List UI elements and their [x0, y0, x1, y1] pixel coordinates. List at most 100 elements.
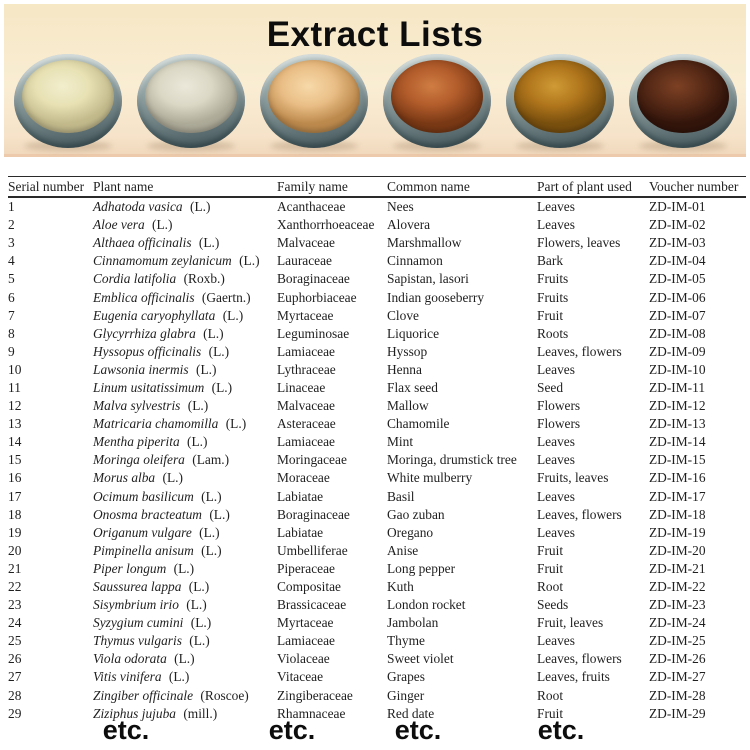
plant-scientific-name: Malva sylvestris — [93, 398, 181, 414]
cell-family-name: Violaceae — [277, 651, 330, 667]
table-row: 13 Matricaria chamomilla (L.) Asteraceae… — [8, 415, 746, 433]
cell-voucher-number: ZD-IM-20 — [649, 542, 706, 558]
cell-voucher-number: ZD-IM-23 — [649, 597, 706, 613]
extract-bowl — [136, 54, 245, 148]
cell-family-name: Labiatae — [277, 524, 324, 540]
cell-plant-name: Zingiber officinale (Roscoe) — [93, 688, 277, 704]
cell-serial-number: 14 — [8, 434, 22, 450]
cell-serial-number: 3 — [8, 235, 15, 251]
header-voucher-number: Voucher number — [649, 178, 739, 194]
plant-authority: (L.) — [201, 488, 222, 504]
table-row: 20 Pimpinella anisum (L.) Umbelliferae A… — [8, 542, 746, 560]
page-title: Extract Lists — [266, 15, 484, 54]
cell-voucher-number: ZD-IM-24 — [649, 615, 706, 631]
plant-authority: (L.) — [189, 633, 210, 649]
cell-serial-number: 24 — [8, 615, 22, 631]
cell-family-name: Leguminosae — [277, 325, 350, 341]
table-row: 27 Vitis vinifera (L.) Vitaceae Grapes L… — [8, 668, 746, 686]
cell-family-name: Boraginaceae — [277, 271, 350, 287]
cell-family-name: Linaceae — [277, 379, 326, 395]
plant-scientific-name: Aloe vera — [93, 217, 145, 233]
cell-part-of-plant: Leaves — [537, 434, 575, 450]
powder-mound — [513, 60, 606, 133]
table-row: 6 Emblica officinalis (Gaertn.) Euphorbi… — [8, 288, 746, 306]
plant-authority: (L.) — [203, 325, 224, 341]
plant-authority: (Gaertn.) — [201, 289, 251, 305]
table-row: 3 Althaea officinalis (L.) Malvaceae Mar… — [8, 234, 746, 252]
table-row: 12 Malva sylvestris (L.) Malvaceae Mallo… — [8, 397, 746, 415]
cell-serial-number: 25 — [8, 633, 22, 649]
cell-serial-number: 27 — [8, 669, 22, 685]
plant-authority: (L.) — [186, 597, 207, 613]
cell-plant-name: Sisymbrium irio (L.) — [93, 597, 277, 613]
cell-common-name: Sweet violet — [387, 651, 454, 667]
cell-plant-name: Linum usitatissimum (L.) — [93, 380, 277, 396]
cell-voucher-number: ZD-IM-17 — [649, 488, 706, 504]
plant-authority: (L.) — [168, 669, 190, 685]
cell-serial-number: 29 — [8, 705, 22, 721]
table-row: 21 Piper longum (L.) Piperaceae Long pep… — [8, 560, 746, 578]
plant-authority: (Roscoe) — [200, 687, 249, 703]
plant-authority: (L.) — [190, 199, 211, 215]
cell-common-name: Kuth — [387, 579, 414, 595]
table-row: 24 Syzygium cumini (L.) Myrtaceae Jambol… — [8, 614, 746, 632]
plant-authority: (L.) — [190, 615, 212, 631]
plant-authority: (L.) — [201, 542, 222, 558]
plant-scientific-name: Cinnamomum zeylanicum — [93, 253, 232, 269]
cell-family-name: Malvaceae — [277, 235, 335, 251]
cell-voucher-number: ZD-IM-18 — [649, 506, 706, 522]
extract-photo-banner: Extract Lists — [4, 4, 746, 157]
plant-authority: (L.) — [162, 470, 183, 486]
cell-common-name: Red date — [387, 705, 435, 721]
plant-authority: (L.) — [209, 506, 230, 522]
cell-voucher-number: ZD-IM-25 — [649, 633, 706, 649]
cell-voucher-number: ZD-IM-28 — [649, 687, 706, 703]
cell-part-of-plant: Flowers — [537, 398, 581, 414]
cell-part-of-plant: Fruits — [537, 271, 569, 287]
plant-authority: (L.) — [152, 217, 173, 233]
cell-voucher-number: ZD-IM-09 — [649, 343, 706, 359]
cell-voucher-number: ZD-IM-03 — [649, 235, 706, 251]
cell-family-name: Lamiaceae — [277, 434, 335, 450]
powder-mound — [144, 60, 237, 133]
cell-plant-name: Cinnamomum zeylanicum (L.) — [93, 253, 277, 269]
cell-voucher-number: ZD-IM-11 — [649, 379, 706, 395]
table-body: 1 Adhatoda vasica (L.) Acanthaceae Nees … — [8, 198, 746, 723]
cell-part-of-plant: Seed — [537, 379, 564, 395]
plant-scientific-name: Ziziphus jujuba — [93, 705, 176, 721]
cell-part-of-plant: Leaves — [537, 633, 575, 649]
plant-scientific-name: Vitis vinifera — [93, 669, 162, 685]
cell-plant-name: Ziziphus jujuba (mill.) — [93, 706, 277, 722]
cell-plant-name: Eugenia caryophyllata (L.) — [93, 308, 277, 324]
plant-scientific-name: Moringa oleifera — [93, 452, 185, 468]
cell-common-name: Chamomile — [387, 416, 450, 432]
plant-scientific-name: Morus alba — [93, 470, 156, 486]
plant-authority: (L.) — [225, 416, 247, 432]
cell-family-name: Xanthorrhoeaceae — [277, 217, 375, 233]
cell-common-name: Indian gooseberry — [387, 289, 485, 305]
table-row: 29 Ziziphus jujuba (mill.) Rhamnaceae Re… — [8, 705, 746, 723]
cell-plant-name: Viola odorata (L.) — [93, 651, 277, 667]
plant-scientific-name: Adhatoda vasica — [93, 199, 183, 215]
cell-part-of-plant: Leaves, flowers — [537, 343, 622, 359]
cell-common-name: Basil — [387, 488, 415, 504]
cell-part-of-plant: Leaves, fruits — [537, 669, 610, 685]
cell-plant-name: Ocimum basilicum (L.) — [93, 489, 277, 505]
plant-authority: (mill.) — [183, 705, 218, 721]
cell-part-of-plant: Flowers — [537, 416, 581, 432]
table-row: 9 Hyssopus officinalis (L.) Lamiaceae Hy… — [8, 343, 746, 361]
cell-part-of-plant: Root — [537, 687, 564, 703]
cell-family-name: Lythraceae — [277, 361, 336, 377]
cell-voucher-number: ZD-IM-05 — [649, 271, 706, 287]
cell-serial-number: 2 — [8, 217, 15, 233]
header-common-name: Common name — [387, 178, 470, 194]
cell-serial-number: 8 — [8, 325, 15, 341]
cell-serial-number: 16 — [8, 470, 22, 486]
cell-voucher-number: ZD-IM-29 — [649, 705, 706, 721]
cell-part-of-plant: Leaves — [537, 361, 575, 377]
etc-label-family-name: etc. — [268, 715, 316, 745]
cell-part-of-plant: Flowers, leaves — [537, 235, 621, 251]
cell-common-name: Oregano — [387, 524, 434, 540]
cell-part-of-plant: Leaves — [537, 488, 575, 504]
plant-scientific-name: Cordia latifolia — [93, 271, 177, 287]
